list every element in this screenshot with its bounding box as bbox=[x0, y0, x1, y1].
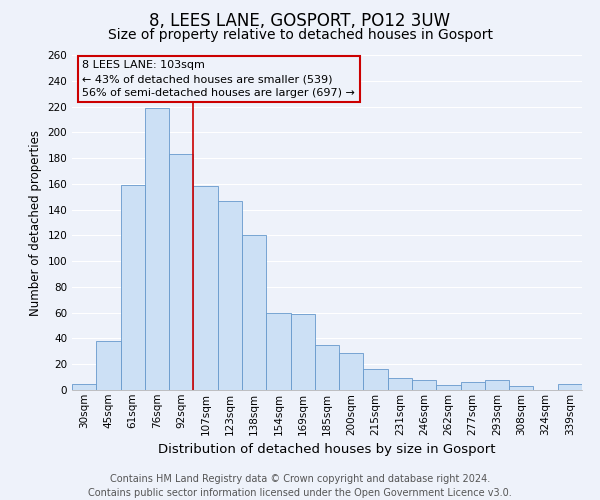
Bar bbox=[290, 314, 315, 390]
Bar bbox=[145, 108, 169, 390]
Bar bbox=[388, 378, 412, 390]
Bar bbox=[315, 345, 339, 390]
Bar bbox=[242, 236, 266, 390]
Bar bbox=[558, 384, 582, 390]
Bar bbox=[364, 370, 388, 390]
Bar bbox=[412, 380, 436, 390]
Bar bbox=[218, 200, 242, 390]
Bar bbox=[509, 386, 533, 390]
Text: Size of property relative to detached houses in Gosport: Size of property relative to detached ho… bbox=[107, 28, 493, 42]
Text: 8 LEES LANE: 103sqm
← 43% of detached houses are smaller (539)
56% of semi-detac: 8 LEES LANE: 103sqm ← 43% of detached ho… bbox=[82, 60, 355, 98]
X-axis label: Distribution of detached houses by size in Gosport: Distribution of detached houses by size … bbox=[158, 443, 496, 456]
Bar bbox=[121, 185, 145, 390]
Bar bbox=[266, 312, 290, 390]
Bar bbox=[461, 382, 485, 390]
Text: 8, LEES LANE, GOSPORT, PO12 3UW: 8, LEES LANE, GOSPORT, PO12 3UW bbox=[149, 12, 451, 30]
Bar bbox=[193, 186, 218, 390]
Bar bbox=[169, 154, 193, 390]
Text: Contains HM Land Registry data © Crown copyright and database right 2024.
Contai: Contains HM Land Registry data © Crown c… bbox=[88, 474, 512, 498]
Bar bbox=[485, 380, 509, 390]
Bar bbox=[96, 341, 121, 390]
Bar bbox=[339, 352, 364, 390]
Bar bbox=[72, 384, 96, 390]
Y-axis label: Number of detached properties: Number of detached properties bbox=[29, 130, 42, 316]
Bar bbox=[436, 385, 461, 390]
